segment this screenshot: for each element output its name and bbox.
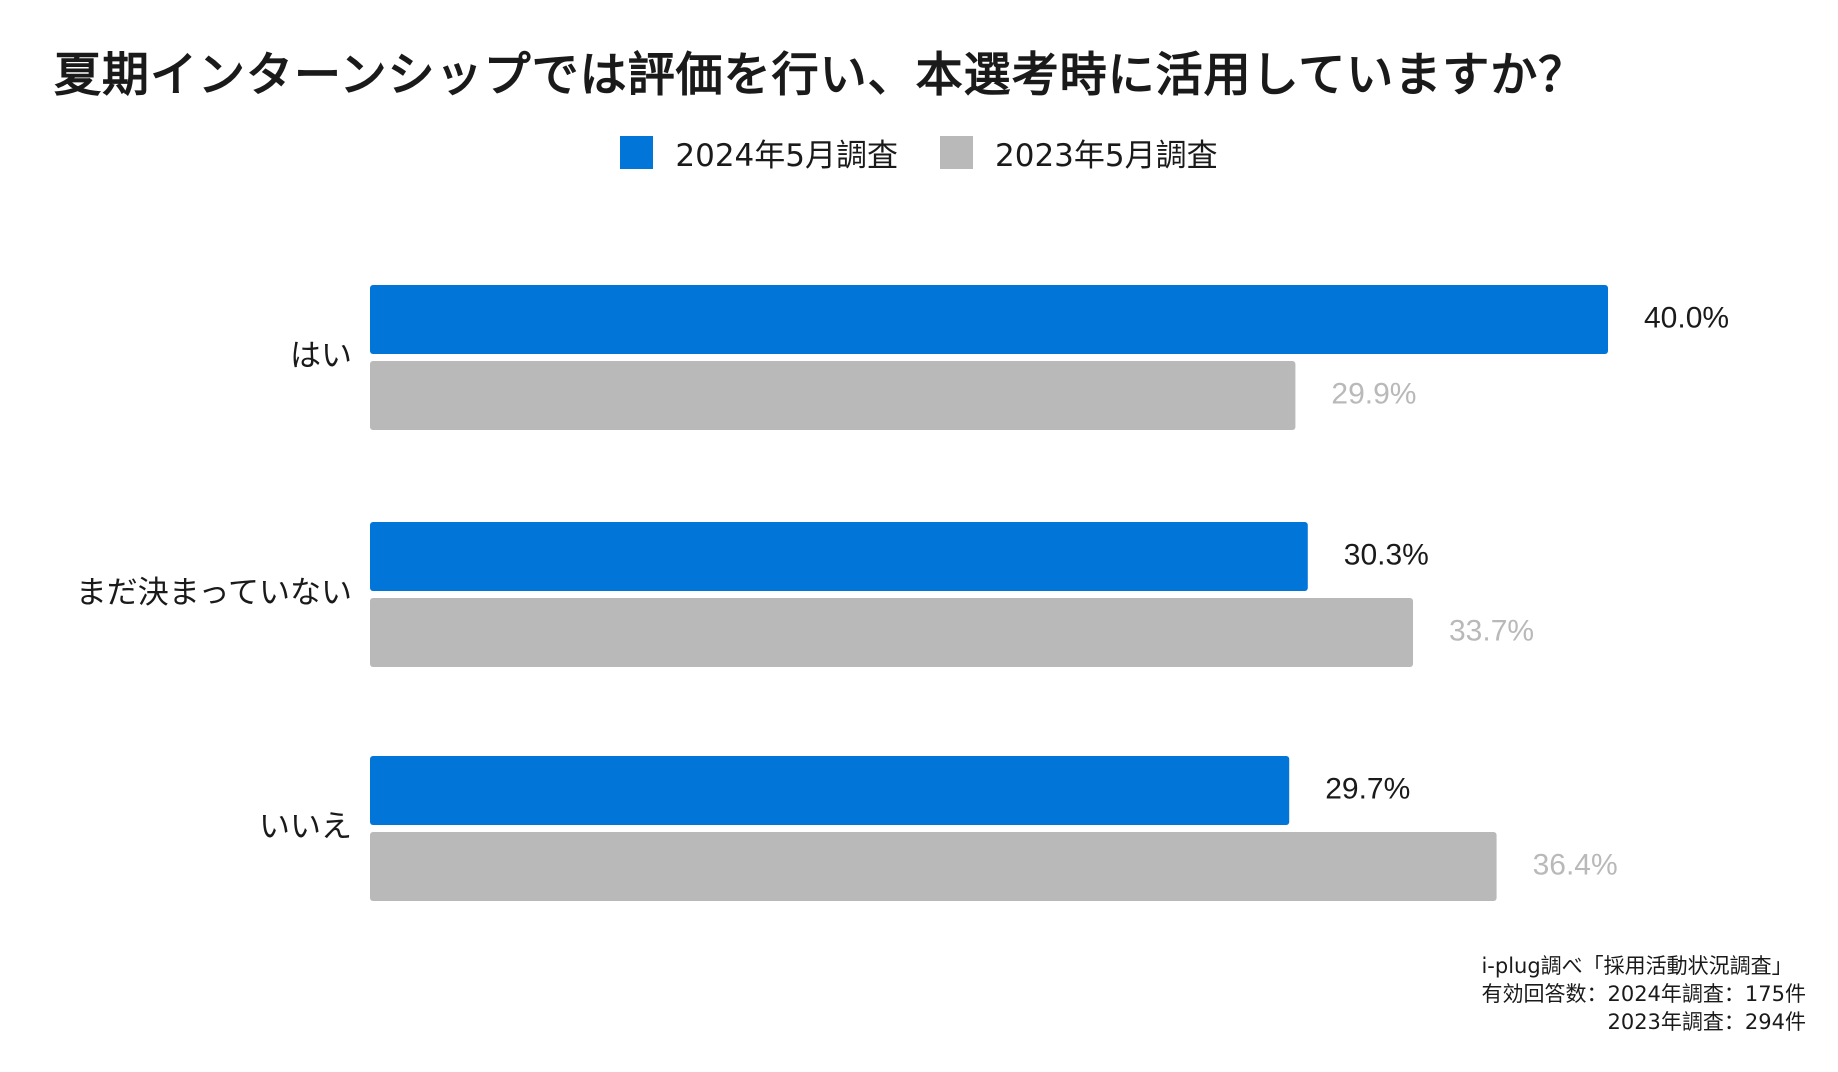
bar-value-label: 40.0% xyxy=(1644,301,1729,334)
chart-legend: 2024年5月調査 2023年5月調査 xyxy=(0,130,1838,175)
source-line-2: 有効回答数：2024年調査：175件 xyxy=(1481,982,1806,1006)
category-label: いいえ xyxy=(259,809,352,845)
legend-item-2024: 2024年5月調査 xyxy=(620,130,898,175)
bar-value-label: 30.3% xyxy=(1344,538,1429,571)
source-note: i-plug調べ「採用活動状況調査」 有効回答数：2024年調査：175件 20… xyxy=(1481,952,1806,1036)
legend-item-2023: 2023年5月調査 xyxy=(940,130,1218,175)
bar-series-2023 xyxy=(370,832,1497,901)
bar-value-label: 29.7% xyxy=(1325,772,1410,805)
bar-series-2023 xyxy=(370,598,1414,667)
legend-swatch-2024 xyxy=(620,136,654,169)
legend-swatch-2023 xyxy=(940,136,973,169)
bar-series-2023 xyxy=(370,361,1296,430)
bar-series-2024 xyxy=(370,756,1290,825)
category-label: はい xyxy=(290,338,352,374)
bar-series-2024 xyxy=(370,285,1608,354)
bar-series-2024 xyxy=(370,522,1308,591)
bar-value-label: 29.9% xyxy=(1331,377,1416,410)
legend-label-2023: 2023年5月調査 xyxy=(995,138,1218,174)
category-label: まだ決まっていない xyxy=(76,575,352,611)
source-line-3: 2023年調査：294件 xyxy=(1607,1010,1806,1034)
bar-value-label: 36.4% xyxy=(1533,848,1618,881)
source-line-1: i-plug調べ「採用活動状況調査」 xyxy=(1481,954,1793,978)
legend-label-2024: 2024年5月調査 xyxy=(675,138,898,174)
bar-value-label: 33.7% xyxy=(1449,614,1534,647)
chart-title: 夏期インターンシップでは評価を行い、本選考時に活用していますか？ xyxy=(54,48,1587,103)
